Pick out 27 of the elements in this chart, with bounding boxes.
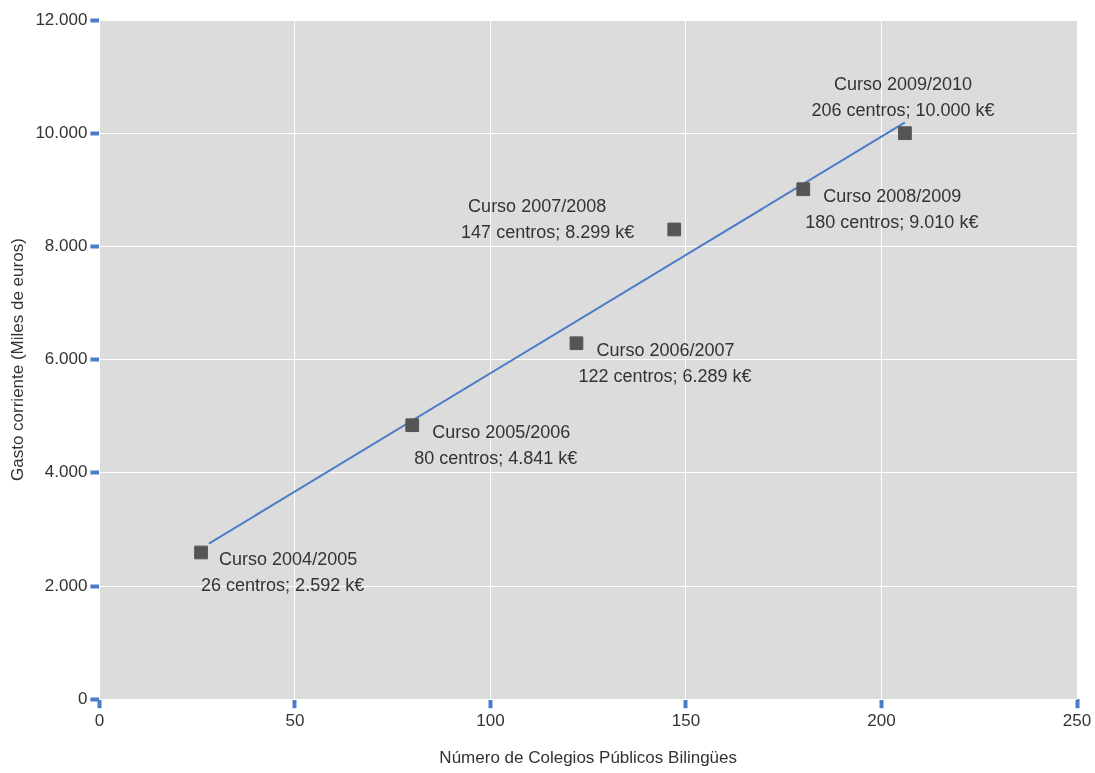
- x-tick-label: 200: [867, 711, 896, 731]
- y-tick-label: 10.000: [35, 122, 88, 142]
- y-tick-label: 4.000: [44, 462, 88, 482]
- x-tick-label: 100: [476, 711, 505, 731]
- annotation: Curso 2006/2007 122 centros; 6.289 k€: [578, 340, 752, 387]
- annotation: Curso 2005/2006 80 centros; 4.841 k€: [414, 422, 578, 469]
- x-tick-label: 50: [285, 711, 305, 731]
- annotation: Curso 2008/2009 180 centros; 9.010 k€: [805, 186, 979, 233]
- point: [405, 418, 420, 433]
- annotation: Curso 2009/2010 206 centros; 10.000 k€: [811, 74, 995, 121]
- point: [667, 222, 682, 237]
- x-tick-label: 150: [671, 711, 701, 731]
- y-tick-label: 2.000: [44, 575, 88, 595]
- x-tick-label: 250: [1062, 711, 1092, 731]
- point: [796, 182, 811, 197]
- annotation: Curso 2004/2005 26 centros; 2.592 k€: [201, 549, 365, 596]
- x-tick-label: 0: [94, 711, 105, 731]
- point: [194, 545, 208, 560]
- y-axis-title: Gasto corriente (Miles de euros): [7, 238, 27, 482]
- x-axis-title: Número de Colegios Públicos Bilingües: [439, 748, 738, 768]
- y-tick-label: 6.000: [44, 349, 88, 369]
- y-tick-label: 8.000: [44, 236, 88, 256]
- annotation: Curso 2007/2008 147 centros; 8.299 k€: [461, 196, 635, 243]
- point: [898, 126, 912, 141]
- y-tick-label: 12.000: [35, 9, 88, 29]
- point: [569, 336, 584, 351]
- y-tick-label: 0: [77, 688, 88, 708]
